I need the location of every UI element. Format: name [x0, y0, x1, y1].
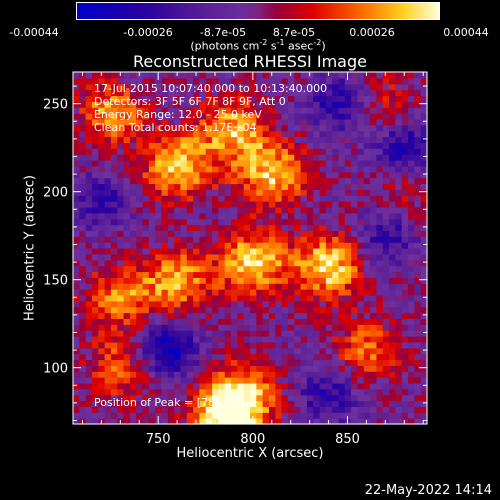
peak-position-annotation: Position of Peak = [785,72] [94, 396, 244, 409]
colorbar-unit: (photons cm-2 s-1 asec-2) [190, 38, 326, 53]
colorbar-tick-label: -0.00044 [9, 26, 59, 39]
colorbar-tick-label: -0.00026 [123, 26, 173, 39]
time-range-annotation: 17-Jul-2015 10:07:40.000 to 10:13:40.000 [94, 82, 328, 95]
x-tick-label: 750 [146, 432, 171, 447]
x-axis-title: Heliocentric X (arcsec) [176, 446, 324, 461]
colorbar-tick-label: -8.7e-05 [199, 26, 247, 39]
y-tick-label: 250 [43, 98, 68, 113]
detectors-annotation: Detectors: 3F 5F 6F 7F 8F 9F, Att 0 [94, 95, 286, 108]
colorbar-ticks: -0.00044 -0.00026 -8.7e-05 8.7e-05 0.000… [0, 0, 500, 60]
clean-annotation: Clean Total counts: 1.17E+04 [94, 121, 257, 134]
y-tick-label: 200 [43, 186, 68, 201]
colorbar-tick-label: 0.00026 [349, 26, 395, 39]
timestamp: 22-May-2022 14:14 [364, 483, 492, 498]
x-tick-label: 800 [240, 432, 265, 447]
heatmap-cells [73, 72, 428, 425]
chart-title: Reconstructed RHESSI Image [133, 52, 367, 71]
y-axis-title: Heliocentric Y (arcsec) [22, 175, 38, 321]
colorbar [76, 2, 440, 20]
y-tick-label: 150 [43, 274, 68, 289]
colorbar-tick-label: 0.00044 [443, 26, 489, 39]
energy-annotation: Energy Range: 12.0 - 25.0 keV [94, 108, 262, 121]
plot-frame [72, 71, 428, 425]
y-tick-label: 100 [43, 362, 68, 377]
colorbar-tick-label: 8.7e-05 [272, 26, 316, 39]
x-tick-label: 850 [335, 432, 360, 447]
